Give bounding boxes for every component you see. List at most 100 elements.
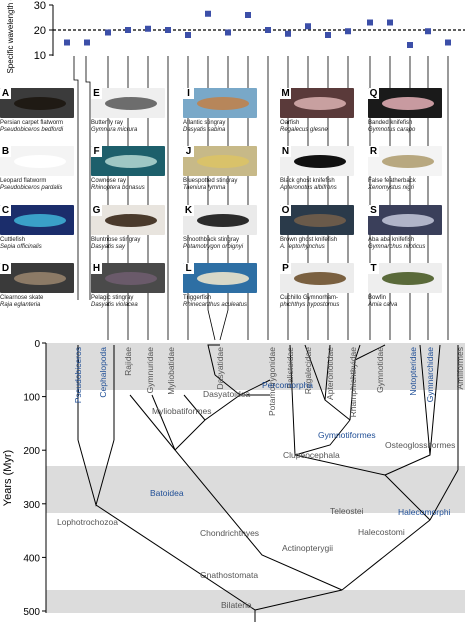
leaf-label: Rhamphichthyidae [348,347,358,418]
connector [85,56,91,300]
common-name: Cownose ray [91,178,127,184]
common-name: Pelagic stingray [91,295,134,301]
animal-silhouette [105,97,157,110]
wavelength-marker [225,29,231,36]
time-tick-label: 500 [23,607,40,618]
leaf-label: Regalecidae [303,347,313,395]
wavelength-marker [64,39,70,46]
species-panel: N Black ghost knifefish Apteronotus albifr… [280,146,366,192]
species-photo: R [368,146,442,176]
common-name: Black ghost knifefish [280,178,335,184]
animal-silhouette [382,97,434,110]
animal-silhouette [294,155,346,168]
species-panel: L Triggerfish Rhinecanthus aculeatus [183,263,269,309]
common-name: Cuttlefish [0,237,26,243]
wavelength-marker [425,28,431,35]
branch [341,519,431,591]
panel-letter: H [91,263,102,274]
species-photo: A [0,88,74,118]
common-name: Atlantic stingray [183,120,226,126]
branch [174,394,270,451]
common-name: Bowfin [368,295,387,301]
species-photo: P [280,263,354,293]
species-panel: T Bowfin Amia calva [368,263,454,309]
clade-label: Myliobatiformes [152,406,212,416]
leaf-label: Gymnarchidae [425,347,435,403]
scientific-name: Taeniura lymma [183,185,226,191]
animal-silhouette [14,214,66,227]
panel-letter: R [368,146,379,157]
wavelength-plot: 30 20 10 Specific wavelength (λ/ℓ) [6,0,465,74]
common-name: Clearnose skate [0,295,44,301]
wavelength-marker [325,32,331,38]
leaf-label: Myliobatidae [166,347,176,395]
clade-label: Lophotrochozoa [57,517,118,527]
panel-letter: K [183,205,194,216]
scientific-name: Pseudobiceros bedfordi [0,127,64,133]
panel-letter: G [91,205,102,216]
time-band-200-300 [46,466,465,513]
clade-label: Teleostei [330,506,364,516]
common-name: Oarfish [280,120,300,126]
animal-silhouette [294,272,346,285]
scientific-name: Raja eglanteria [0,302,41,308]
species-photo: T [368,263,442,293]
panel-letter: S [368,205,379,216]
species-panel: E Butterfly ray Gymnura micrura [91,88,177,134]
species-panel: H Pelagic stingray Dasyatis violacea [91,263,177,309]
scientific-name: Xenomystus nigri [368,185,415,191]
species-panel: I Atlantic stingray Dasyatis sabina [183,88,269,134]
branch [239,379,271,396]
animal-silhouette [105,214,157,227]
branch [207,344,220,376]
animal-silhouette [105,272,157,285]
species-photo: B [0,146,74,176]
leaf-label: Gymnotidae [375,347,385,393]
time-tick-label: 100 [23,393,40,404]
scientific-name: Gymnura micrura [91,127,138,133]
branch [429,469,459,521]
leaf-label: Potamotrygonidae [267,347,277,416]
panel-letter: F [91,146,102,157]
scientific-name: Pseudobiceros pardalis [0,185,63,191]
species-panel: S Aba aba knifefish Gymnarchus niloticus [368,205,454,251]
species-photo: H [91,263,165,293]
panel-letter: T [368,263,379,274]
connector [219,56,229,341]
leaf-label: Dasyatidae [215,347,225,390]
species-photo: K [183,205,257,235]
y-tick-label: 20 [34,25,46,37]
clade-label: Actinopterygii [282,543,333,553]
scientific-name: Dasyatis say [91,244,126,250]
species-panel: R False featherback Xenomystus nigri [368,146,454,192]
clade-label: Osteoglossiformes [385,440,455,450]
scientific-name: Potamotrygon orbignyi [183,244,244,250]
clade-label: Clupeocephala [283,450,340,460]
panel-letter: L [183,263,194,274]
time-tick-label: 0 [34,339,40,350]
species-panel: J Bluespotted stingray Taeniura lymma [183,146,269,192]
species-photo: J [183,146,257,176]
time-axis: 0 100 200 300 400 500 Years (Myr) [2,339,47,618]
species-panel: O Brown ghost knifefish A. leptorhynchus [280,205,366,251]
scientific-name: Amia calva [368,302,398,308]
species-panel: F Cownose ray Rhinoptera bonasus [91,146,177,192]
common-name: Butterfly ray [91,120,124,126]
leaf-label: Gymnuridae [145,347,155,394]
branch [289,344,296,456]
species-panel: D Clearnose skate Raja eglanteria [0,263,86,309]
leaf-label: Balistoidae [285,347,295,389]
animal-silhouette [14,155,66,168]
clade-label: Bilateria [221,600,252,610]
animal-silhouette [294,97,346,110]
scientific-name: Dasyatis sabina [183,127,226,133]
clade-label: Halecostomi [358,527,405,537]
leaf-label: Notopteridae [408,347,418,396]
species-photo: I [183,88,257,118]
time-band-400-500 [46,590,465,613]
species-photo: F [91,146,165,176]
common-name: Leopard flatworm [0,178,47,184]
panel-letter: P [280,263,291,274]
species-panel: P Cuchillo Gymnorham-phichthys hypostomus [280,263,366,309]
wavelength-marker [345,28,351,35]
